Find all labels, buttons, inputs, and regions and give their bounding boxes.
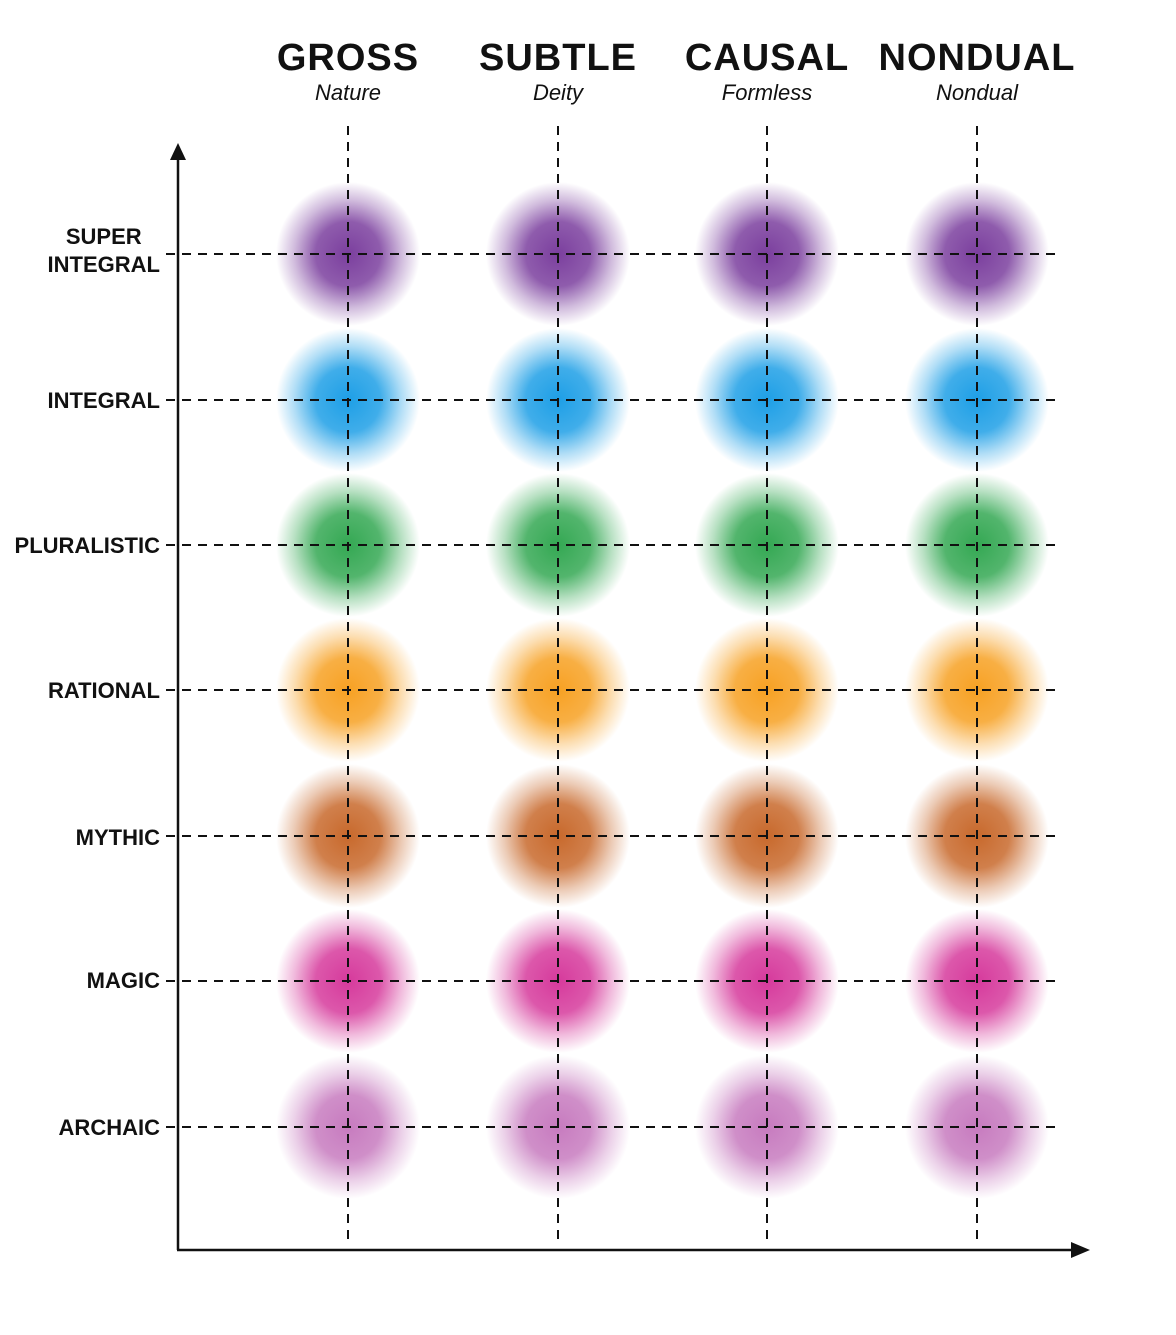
column-header-gross: GROSS Nature bbox=[218, 36, 478, 106]
column-header-nondual: NONDUAL Nondual bbox=[847, 36, 1107, 106]
row-label-magic: MAGIC bbox=[86, 968, 160, 993]
column-title: NONDUAL bbox=[878, 37, 1076, 79]
row-label-rational: RATIONAL bbox=[47, 678, 160, 703]
column-subtitle: Nondual bbox=[936, 80, 1018, 105]
column-title: SUBTLE bbox=[479, 37, 637, 79]
row-label-mythic: MYTHIC bbox=[75, 825, 160, 850]
column-subtitle: Deity bbox=[532, 80, 584, 105]
row-label-pluralistic: PLURALISTIC bbox=[14, 533, 160, 558]
row-label-integral: INTEGRAL bbox=[47, 388, 160, 413]
y-axis-arrow-icon bbox=[170, 143, 186, 160]
column-subtitle: Formless bbox=[721, 80, 813, 105]
column-header-causal: CAUSAL Formless bbox=[637, 36, 897, 106]
column-subtitle: Nature bbox=[314, 80, 382, 105]
column-title: GROSS bbox=[276, 37, 420, 79]
column-title: CAUSAL bbox=[684, 37, 850, 79]
grid-lines-layer bbox=[166, 126, 1062, 1245]
x-axis-arrow-icon bbox=[1071, 1242, 1090, 1258]
row-label-archaic: ARCHAIC bbox=[58, 1115, 160, 1140]
axes-layer bbox=[170, 143, 1090, 1258]
column-header-subtle: SUBTLE Deity bbox=[428, 36, 688, 106]
row-label-super-integral: SUPER INTEGRAL bbox=[47, 224, 160, 277]
